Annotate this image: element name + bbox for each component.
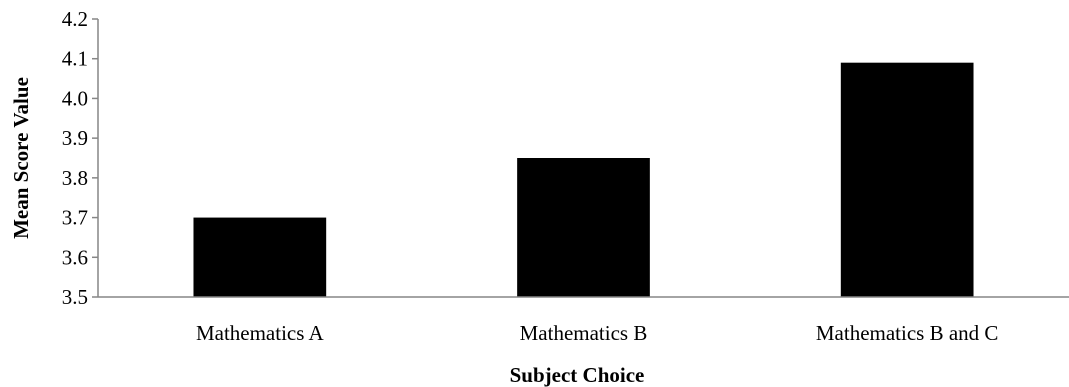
bars xyxy=(193,62,974,297)
y-tick-label: 3.6 xyxy=(62,245,88,269)
y-axis: 3.5 3.6 3.7 3.8 3.9 4.0 4.1 4.2 xyxy=(62,7,99,309)
y-tick-label: 3.5 xyxy=(62,285,88,309)
y-axis-title: Mean Score Value xyxy=(9,77,33,239)
y-tick-label: 3.8 xyxy=(62,166,88,190)
y-tick-label: 4.2 xyxy=(62,7,88,31)
bar xyxy=(193,217,327,297)
x-axis-title: Subject Choice xyxy=(510,363,645,387)
x-category-label: Mathematics B and C xyxy=(816,321,999,345)
y-tick-label: 4.0 xyxy=(62,86,88,110)
x-category-label: Mathematics B xyxy=(520,321,648,345)
y-tick-label: 4.1 xyxy=(62,47,88,71)
bar xyxy=(517,158,650,297)
y-tick-label: 3.7 xyxy=(62,206,88,230)
bar xyxy=(840,62,974,297)
x-axis: Mathematics A Mathematics B Mathematics B … xyxy=(98,296,1069,345)
x-category-label: Mathematics A xyxy=(196,321,325,345)
y-tick-label: 3.9 xyxy=(62,126,88,150)
